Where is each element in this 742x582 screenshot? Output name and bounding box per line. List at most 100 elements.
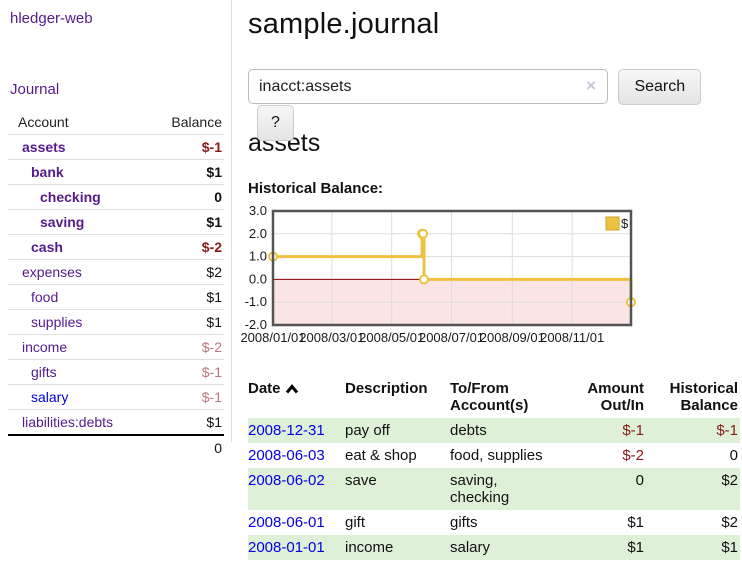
x-tick-label: 2008/05/01 — [359, 330, 424, 345]
legend-label: $ — [621, 216, 629, 231]
transaction-date: 2008-06-02 — [248, 468, 345, 510]
data-point-marker — [419, 274, 430, 285]
y-tick-label: 2.0 — [249, 226, 267, 241]
account-balance: $-1 — [144, 359, 224, 385]
data-point-marker — [418, 228, 429, 239]
transaction-amount: 0 — [635, 472, 644, 489]
register-header-accounts: To/From Account(s) — [450, 380, 529, 414]
search-bar: × Search ? — [248, 69, 742, 141]
account-row: cash $-2 — [8, 234, 224, 260]
balance-chart-svg: 3.0 2.0 1.0 0.0 -1.0 -2.02008/01/012008/03/01… — [240, 203, 636, 345]
transaction-row: 2008-01-01 income salary $1 $1 — [248, 535, 740, 560]
transaction-accounts: saving, checking — [450, 472, 510, 506]
accounts-header-account: Account — [8, 110, 145, 135]
transaction-balance: 0 — [729, 447, 738, 464]
y-tick-label: 0.0 — [249, 271, 267, 286]
transaction-accounts: gifts — [450, 514, 478, 531]
search-button[interactable]: Search — [618, 69, 702, 105]
transaction-amount: $1 — [627, 514, 644, 531]
account-balance: $1 — [144, 309, 224, 335]
account-heading: assets — [248, 129, 321, 157]
x-tick-label: 2008/11/01 — [540, 330, 604, 345]
account-row: checking 0 — [8, 184, 224, 210]
transaction-row: 2008-06-02 save saving, checking 0 $2 — [248, 468, 740, 510]
account-link-food[interactable]: food — [31, 289, 59, 305]
transaction-date: 2008-06-03 — [248, 443, 345, 468]
y-tick-label: 1.0 — [249, 249, 267, 264]
page-title: sample.journal — [248, 8, 440, 40]
account-balance: $-1 — [144, 134, 224, 160]
plot-border — [271, 209, 633, 327]
transaction-date-link[interactable]: 2008-12-31 — [248, 422, 325, 439]
account-balance: $2 — [144, 259, 224, 285]
account-balance: $1 — [144, 209, 224, 235]
account-row: assets $-1 — [8, 134, 224, 160]
account-link-supplies[interactable]: supplies — [31, 314, 83, 330]
app-brand-link[interactable]: hledger-web — [10, 10, 93, 27]
clear-search-icon[interactable]: × — [586, 76, 596, 95]
account-row: gifts $-1 — [8, 359, 224, 385]
account-row: income $-2 — [8, 334, 224, 360]
account-row: expenses $2 — [8, 259, 224, 285]
transaction-amount: $-1 — [622, 422, 644, 439]
search-input[interactable] — [248, 69, 608, 104]
y-tick-label: -1.0 — [245, 294, 267, 309]
transaction-date: 2008-12-31 — [248, 418, 345, 443]
register-header-date[interactable]: Date — [248, 376, 345, 418]
account-link-expenses[interactable]: expenses — [22, 264, 82, 280]
account-link-income[interactable]: income — [22, 339, 68, 355]
x-tick-label: 2008/09/01 — [480, 330, 545, 345]
transaction-balance: $2 — [721, 514, 738, 531]
sort-ascending-icon — [285, 384, 298, 394]
transaction-accounts: food, supplies — [450, 447, 543, 464]
account-link-saving[interactable]: saving — [40, 214, 85, 230]
account-link-salary[interactable]: salary — [31, 389, 69, 405]
x-tick-label: 2008/03/01 — [299, 330, 364, 345]
sidebar-item-journal[interactable]: Journal — [10, 81, 60, 98]
transaction-description: gift — [345, 514, 366, 531]
account-link-assets[interactable]: assets — [22, 139, 66, 155]
account-balance: $1 — [206, 414, 222, 430]
account-balance: $1 — [144, 159, 224, 185]
register-header-amount: Amount Out/In — [587, 380, 644, 414]
x-tick-label: 2008/07/01 — [419, 330, 484, 345]
accounts-total-row: 0 — [8, 434, 224, 460]
transaction-amount: $-2 — [622, 447, 644, 464]
transaction-date-link[interactable]: 2008-06-03 — [248, 447, 325, 464]
y-tick-label: 3.0 — [249, 205, 267, 218]
register-header-description: Description — [345, 380, 428, 397]
sidebar: hledger-web Journal Account Balance asse… — [0, 0, 232, 460]
transaction-balance: $-1 — [716, 422, 738, 439]
transaction-description: save — [345, 472, 377, 489]
account-link-bank[interactable]: bank — [31, 164, 64, 180]
transaction-description: eat & shop — [345, 447, 417, 464]
transaction-date: 2008-06-01 — [248, 510, 345, 535]
account-link-cash[interactable]: cash — [31, 239, 63, 255]
accounts-total-spacer — [8, 434, 145, 460]
transaction-date-link[interactable]: 2008-06-02 — [248, 472, 325, 489]
account-link-liabilities-debts[interactable]: liabilities:debts — [22, 414, 114, 430]
account-balance: $1 — [144, 284, 224, 310]
transaction-balance: $1 — [721, 539, 738, 556]
account-link-checking[interactable]: checking — [40, 189, 101, 205]
account-balance: 0 — [144, 184, 224, 210]
account-balance: $-1 — [144, 384, 224, 410]
transaction-balance: $2 — [721, 472, 738, 489]
y-tick-label: -2.0 — [245, 317, 267, 332]
accounts-table: Account Balance assets $-1 bank $1 checking 0… — [8, 110, 224, 460]
transaction-row: 2008-06-03 eat & shop food, supplies $-2 0 — [248, 443, 740, 468]
transaction-accounts: salary — [450, 539, 491, 556]
account-row: saving $1 — [8, 209, 224, 235]
x-tick-label: 2008/01/01 — [240, 330, 305, 345]
main-content: sample.journal × Search ? assets Histori… — [240, 0, 742, 560]
help-button[interactable]: ? — [257, 105, 294, 141]
legend-swatch — [605, 216, 620, 231]
transaction-date-link[interactable]: 2008-06-01 — [248, 514, 325, 531]
transaction-accounts: debts — [450, 422, 487, 439]
account-balance: $-2 — [144, 234, 224, 260]
account-link-gifts[interactable]: gifts — [31, 364, 57, 380]
register-table: Date Description To/From Account(s) Amou… — [248, 376, 740, 560]
balance-chart: 3.0 2.0 1.0 0.0 -1.0 -2.0 2008/01/01 2008/03/01… — [240, 203, 742, 360]
transaction-date-link[interactable]: 2008-01-01 — [248, 539, 325, 556]
transaction-date: 2008-01-01 — [248, 535, 345, 560]
